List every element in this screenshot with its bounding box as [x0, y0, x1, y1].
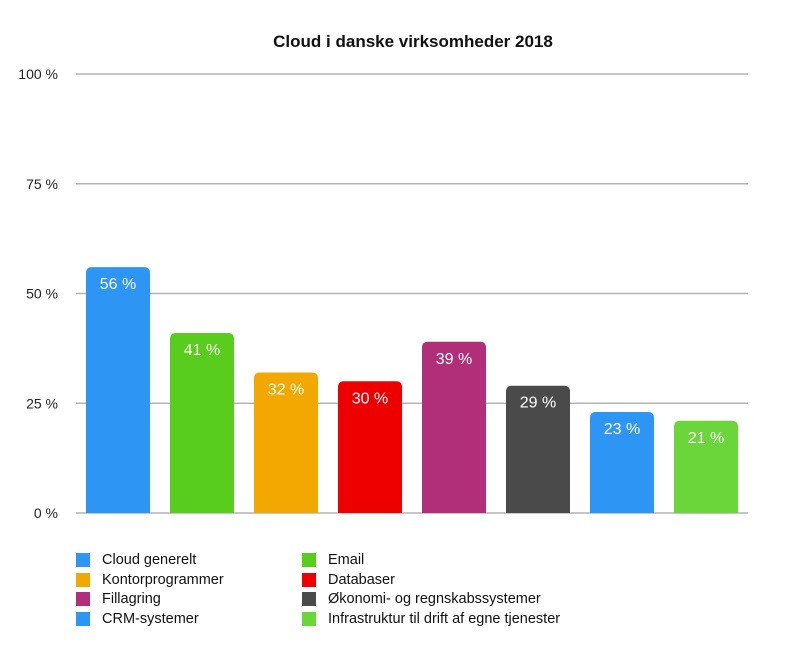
- legend-label: Fillagring: [102, 591, 161, 607]
- y-tick-label: 75 %: [26, 176, 58, 192]
- legend-item: Infrastruktur til drift af egne tjeneste…: [302, 610, 560, 628]
- legend-swatch: [76, 553, 90, 567]
- bar-value-labels: 56 % 41 % 32 % 30 % 39 % 29 % 23 % 21 %: [100, 276, 724, 447]
- legend-item: CRM-systemer: [76, 610, 199, 628]
- bar: [674, 420, 738, 513]
- bar-value-label: 23 %: [604, 421, 640, 438]
- legend-swatch: [76, 592, 90, 606]
- legend-item: Databaser: [302, 571, 395, 589]
- legend-label: Kontorprogrammer: [102, 571, 224, 588]
- bar: [254, 372, 318, 513]
- bar: [506, 385, 570, 513]
- bars: [86, 267, 738, 513]
- bar-chart: 0 % 25 % 50 % 75 % 100 % 56 % 41 % 32 % 30 % 39 …: [18, 66, 748, 521]
- legend-swatch: [76, 611, 90, 626]
- y-tick-label: 100 %: [18, 66, 58, 82]
- y-tick-label: 50 %: [26, 286, 58, 302]
- bar-value-label: 32 %: [268, 382, 304, 399]
- legend-swatch: [302, 592, 316, 606]
- legend-item: Fillagring: [76, 590, 161, 608]
- bar-value-label: 29 %: [520, 395, 556, 412]
- bar-value-label: 39 %: [436, 351, 472, 368]
- legend-label: Cloud generelt: [102, 552, 197, 568]
- legend-swatch: [76, 572, 90, 587]
- y-tick-label: 25 %: [26, 395, 58, 411]
- legend-label: Email: [328, 552, 365, 568]
- legend-label: Databaser: [328, 571, 395, 588]
- legend-swatch: [302, 553, 316, 567]
- legend-label: Økonomi- og regnskabssystemer: [328, 591, 541, 607]
- bar: [338, 381, 402, 513]
- legend-swatch: [302, 611, 316, 626]
- bar-value-label: 21 %: [688, 430, 724, 447]
- bar: [590, 412, 654, 513]
- legend-item: Cloud generelt: [76, 551, 196, 569]
- chart-title: Cloud i danske virksomheder 2018: [273, 32, 553, 51]
- bar-value-label: 56 %: [100, 276, 136, 293]
- legend-label: Infrastruktur til drift af egne tjeneste…: [328, 610, 561, 627]
- legend-swatch: [302, 572, 316, 587]
- bar: [422, 341, 486, 513]
- y-tick-label: 0 %: [34, 505, 58, 521]
- legend-item: Økonomi- og regnskabssystemer: [302, 590, 541, 608]
- legend-item: Email: [302, 551, 364, 569]
- bar-value-label: 41 %: [184, 342, 220, 359]
- bar: [170, 333, 234, 513]
- bar-value-label: 30 %: [352, 390, 388, 407]
- legend-label: CRM-systemer: [102, 610, 199, 627]
- bar: [86, 267, 150, 513]
- y-axis-tick-labels: 0 % 25 % 50 % 75 % 100 %: [18, 66, 58, 521]
- legend-item: Kontorprogrammer: [76, 571, 224, 589]
